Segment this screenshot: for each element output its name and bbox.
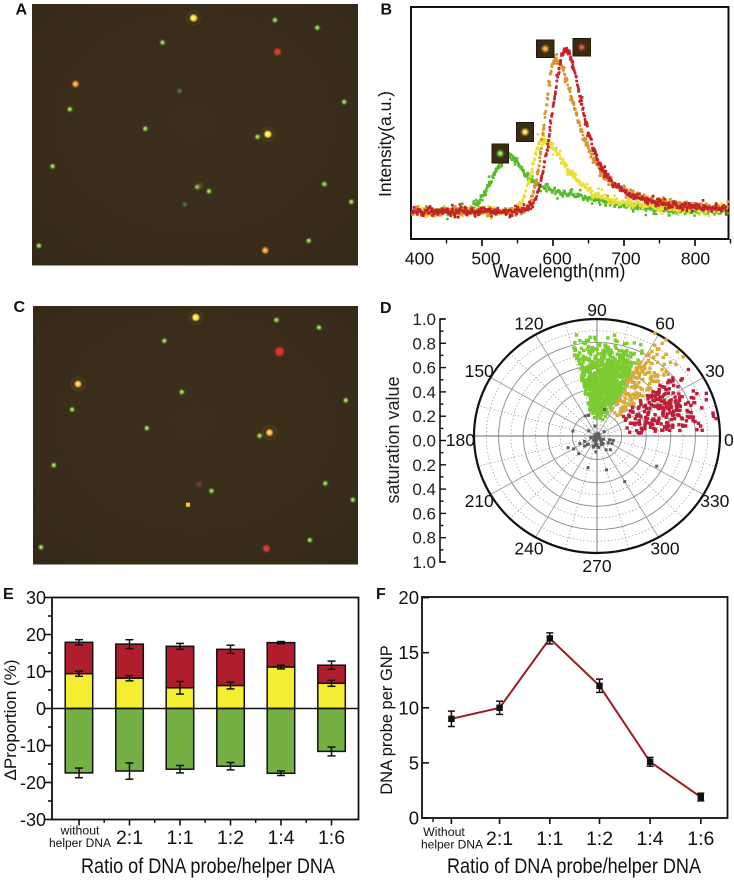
svg-text:180: 180	[446, 430, 475, 450]
svg-text:-10: -10	[20, 736, 46, 756]
svg-text:Ratio of DNA probe/helper DNA: Ratio of DNA probe/helper DNA	[447, 854, 702, 878]
svg-text:150: 150	[465, 361, 494, 381]
svg-text:600: 600	[542, 249, 571, 269]
svg-text:2:1: 2:1	[116, 827, 143, 849]
svg-text:0.4: 0.4	[412, 480, 436, 499]
svg-text:20: 20	[398, 587, 419, 608]
svg-text:1:4: 1:4	[267, 827, 294, 849]
svg-text:F: F	[376, 586, 386, 603]
svg-text:-30: -30	[20, 810, 46, 830]
svg-text:0.2: 0.2	[412, 456, 436, 475]
svg-text:1:1: 1:1	[166, 827, 193, 849]
svg-text:5: 5	[409, 752, 419, 773]
svg-text:0.0: 0.0	[412, 432, 436, 451]
svg-text:D: D	[380, 300, 392, 317]
svg-text:400: 400	[405, 249, 434, 269]
svg-text:1:6: 1:6	[687, 828, 714, 850]
svg-text:0.2: 0.2	[412, 407, 436, 426]
svg-text:Without: Without	[423, 825, 465, 839]
svg-text:700: 700	[611, 249, 640, 269]
svg-text:B: B	[381, 2, 393, 19]
svg-text:240: 240	[514, 539, 543, 559]
svg-text:270: 270	[582, 556, 611, 576]
svg-text:800: 800	[681, 249, 710, 269]
svg-text:0: 0	[724, 430, 734, 450]
svg-text:500: 500	[471, 249, 500, 269]
svg-text:Intensity(a.u.): Intensity(a.u.)	[375, 91, 395, 197]
svg-text:90: 90	[587, 300, 607, 320]
svg-text:ΔProportion (%): ΔProportion (%)	[1, 660, 20, 781]
svg-text:1.0: 1.0	[412, 310, 436, 329]
svg-text:Wavelength(nm): Wavelength(nm)	[493, 262, 626, 283]
svg-text:30: 30	[26, 588, 46, 608]
svg-text:helper DNA: helper DNA	[421, 838, 484, 852]
svg-text:0.4: 0.4	[412, 383, 436, 402]
svg-text:330: 330	[700, 491, 729, 511]
svg-text:15: 15	[398, 642, 419, 663]
svg-text:300: 300	[650, 539, 679, 559]
svg-text:1:4: 1:4	[637, 828, 664, 850]
svg-text:without: without	[60, 824, 101, 838]
svg-text:210: 210	[465, 491, 494, 511]
svg-text:0.6: 0.6	[412, 359, 436, 378]
svg-text:120: 120	[514, 313, 543, 333]
svg-text:10: 10	[398, 697, 419, 718]
svg-text:saturation value: saturation value	[383, 376, 403, 503]
svg-text:A: A	[16, 2, 28, 19]
svg-text:E: E	[3, 586, 14, 603]
svg-text:2:1: 2:1	[486, 828, 513, 850]
svg-text:0.8: 0.8	[412, 529, 436, 548]
svg-text:0.8: 0.8	[412, 334, 436, 353]
svg-text:C: C	[14, 299, 26, 316]
svg-text:30: 30	[705, 361, 725, 381]
svg-text:DNA probe per GNP: DNA probe per GNP	[378, 645, 396, 794]
svg-text:10: 10	[26, 662, 46, 682]
svg-text:60: 60	[655, 313, 675, 333]
svg-text:0: 0	[36, 699, 46, 719]
svg-text:1.0: 1.0	[412, 553, 436, 572]
svg-text:Ratio of DNA probe/helper DNA: Ratio of DNA probe/helper DNA	[81, 854, 336, 878]
svg-text:helper DNA: helper DNA	[49, 836, 112, 850]
svg-text:0.6: 0.6	[412, 504, 436, 523]
svg-text:1:2: 1:2	[217, 827, 244, 849]
svg-text:1:6: 1:6	[318, 827, 345, 849]
svg-text:-20: -20	[20, 773, 46, 793]
svg-text:20: 20	[26, 625, 46, 645]
svg-text:1:1: 1:1	[536, 828, 563, 850]
svg-text:0: 0	[409, 808, 419, 829]
svg-text:1:2: 1:2	[586, 828, 613, 850]
